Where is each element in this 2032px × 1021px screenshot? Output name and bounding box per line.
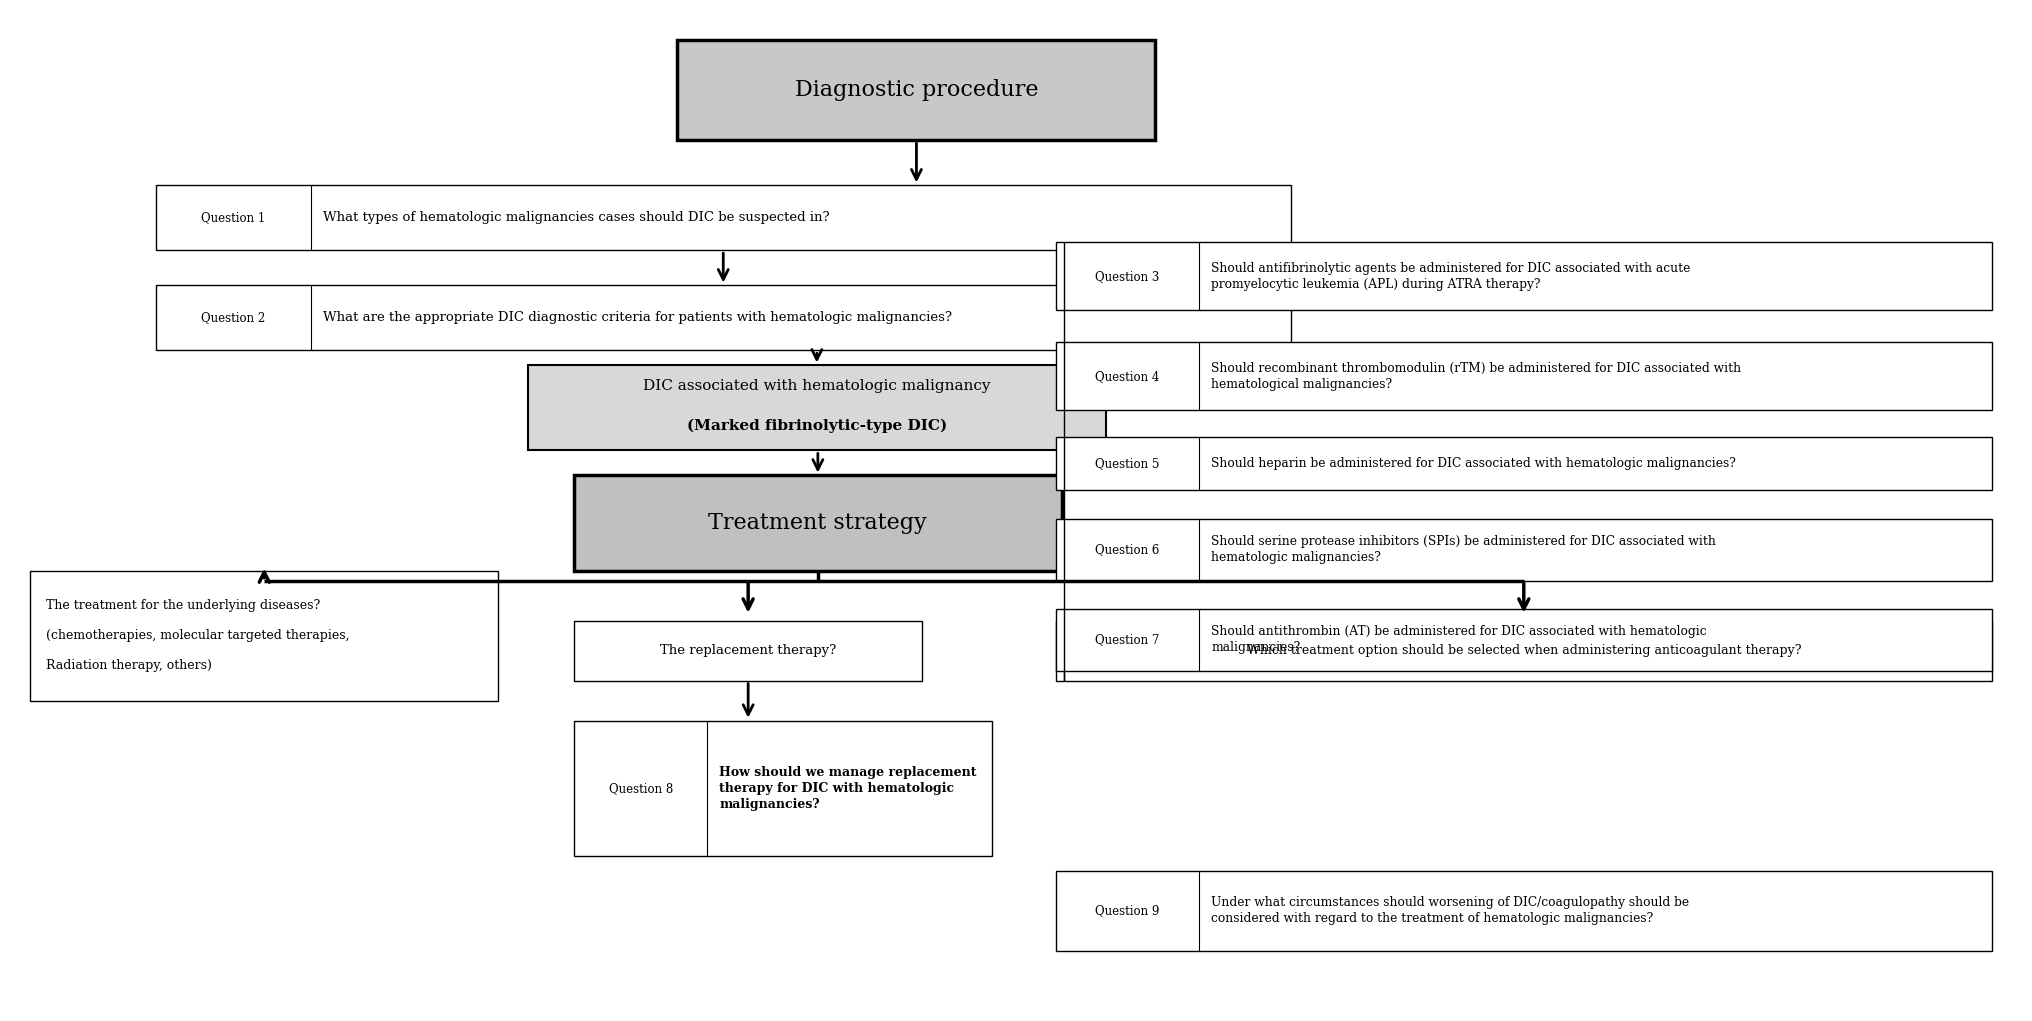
Text: (Marked fibrinolytic-type DIC): (Marked fibrinolytic-type DIC)	[687, 419, 947, 433]
Text: Question 2: Question 2	[201, 311, 266, 325]
Bar	[573, 476, 1063, 571]
Bar	[156, 285, 1290, 350]
Text: The treatment for the underlying diseases?: The treatment for the underlying disease…	[47, 599, 321, 612]
Text: Question 6: Question 6	[1095, 543, 1160, 556]
Text: (chemotherapies, molecular targeted therapies,: (chemotherapies, molecular targeted ther…	[47, 629, 350, 642]
Text: Should antithrombin (AT) be administered for DIC associated with hematologic
mal: Should antithrombin (AT) be administered…	[1211, 625, 1707, 654]
Text: Question 1: Question 1	[201, 211, 266, 225]
Text: Which treatment option should be selected when administering anticoagulant thera: Which treatment option should be selecte…	[1246, 644, 1800, 658]
Text: Question 5: Question 5	[1095, 457, 1160, 471]
Bar	[1057, 609, 1991, 671]
Text: What are the appropriate DIC diagnostic criteria for patients with hematologic m: What are the appropriate DIC diagnostic …	[323, 311, 953, 325]
Text: Treatment strategy: Treatment strategy	[709, 512, 927, 534]
Bar	[1057, 519, 1991, 581]
Bar	[30, 571, 498, 700]
Text: Under what circumstances should worsening of DIC/coagulopathy should be
consider: Under what circumstances should worsenin…	[1211, 896, 1689, 925]
Bar	[1057, 871, 1991, 951]
Bar	[573, 621, 923, 681]
Text: How should we manage replacement
therapy for DIC with hematologic
malignancies?: How should we manage replacement therapy…	[719, 766, 977, 811]
Text: Question 7: Question 7	[1095, 633, 1160, 646]
Text: Question 3: Question 3	[1095, 270, 1160, 283]
Text: Should recombinant thrombomodulin (rTM) be administered for DIC associated with
: Should recombinant thrombomodulin (rTM) …	[1211, 361, 1741, 391]
Text: Question 8: Question 8	[608, 782, 673, 794]
Text: Should serine protease inhibitors (SPIs) be administered for DIC associated with: Should serine protease inhibitors (SPIs)…	[1211, 535, 1717, 564]
Bar	[1057, 437, 1991, 490]
Bar	[528, 366, 1105, 450]
Bar	[156, 186, 1290, 250]
Bar	[573, 721, 992, 856]
Text: Should antifibrinolytic agents be administered for DIC associated with acute
pro: Should antifibrinolytic agents be admini…	[1211, 261, 1691, 291]
Bar	[1057, 621, 1991, 681]
Text: Question 9: Question 9	[1095, 905, 1160, 917]
Bar	[1057, 342, 1991, 410]
Bar	[677, 40, 1156, 140]
Text: What types of hematologic malignancies cases should DIC be suspected in?: What types of hematologic malignancies c…	[323, 211, 829, 225]
Text: The replacement therapy?: The replacement therapy?	[660, 644, 837, 658]
Text: Radiation therapy, others): Radiation therapy, others)	[47, 660, 211, 672]
Text: Should heparin be administered for DIC associated with hematologic malignancies?: Should heparin be administered for DIC a…	[1211, 457, 1735, 471]
Bar	[1057, 242, 1991, 310]
Text: Diagnostic procedure: Diagnostic procedure	[795, 80, 1038, 101]
Text: DIC associated with hematologic malignancy: DIC associated with hematologic malignan…	[642, 379, 992, 393]
Text: Question 4: Question 4	[1095, 370, 1160, 383]
